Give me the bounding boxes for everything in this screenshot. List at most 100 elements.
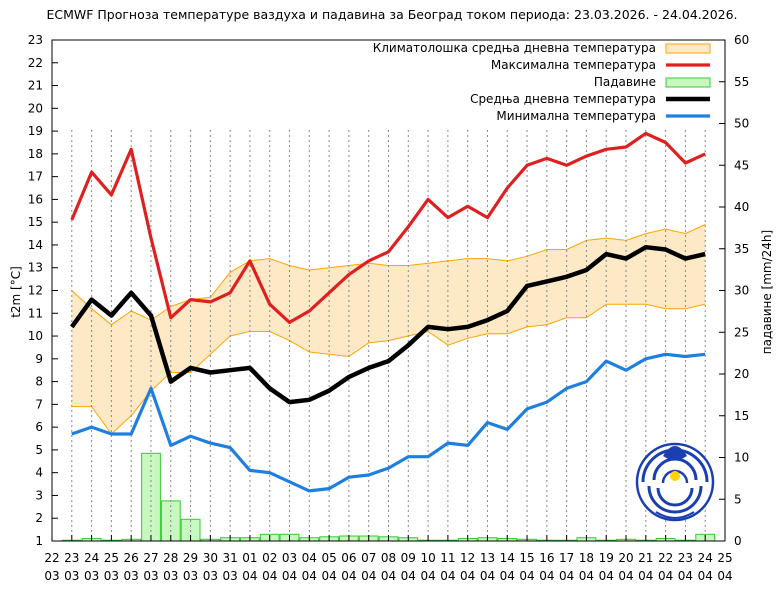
x-tick-label-month: 04 (519, 569, 534, 583)
x-tick-label-day: 16 (539, 551, 554, 565)
x-tick-label-day: 26 (124, 551, 139, 565)
x-tick-label-day: 08 (381, 551, 396, 565)
y-tick-label: 4 (35, 466, 43, 480)
y-tick-label: 18 (28, 147, 43, 161)
x-tick-label-day: 23 (64, 551, 79, 565)
grid-layer (71, 130, 706, 541)
x-tick-label-day: 10 (420, 551, 435, 565)
x-tick-label-month: 03 (183, 569, 198, 583)
y2-tick-label: 55 (734, 75, 749, 89)
x-tick-label-month: 03 (124, 569, 139, 583)
x-tick-label-month: 03 (44, 569, 59, 583)
y2-tick-label: 40 (734, 200, 749, 214)
x-tick-label-month: 03 (143, 569, 158, 583)
y-tick-label: 11 (28, 306, 43, 320)
x-tick-label-month: 04 (539, 569, 554, 583)
y-tick-label: 22 (28, 56, 43, 70)
x-tick-label-month: 04 (480, 569, 495, 583)
series-line (70, 131, 706, 324)
x-tick-label-month: 04 (242, 569, 257, 583)
y2-tick-label: 0 (734, 534, 742, 548)
x-tick-label-day: 18 (579, 551, 594, 565)
y-tick-label: 15 (28, 215, 43, 229)
x-tick-label-month: 03 (104, 569, 119, 583)
y2-tick-label: 50 (734, 117, 749, 131)
x-tick-label-day: 29 (183, 551, 198, 565)
rhmz-logo (635, 442, 715, 522)
x-tick-label-day: 04 (302, 551, 317, 565)
y2-tick-label: 25 (734, 325, 749, 339)
x-tick-label-day: 24 (698, 551, 713, 565)
x-tick-label-day: 09 (401, 551, 416, 565)
x-tick-label-month: 04 (638, 569, 653, 583)
legend-label: Средња дневна температура (470, 92, 656, 106)
y2-tick-label: 35 (734, 242, 749, 256)
axes-frame-layer (51, 39, 726, 542)
y-tick-label: 14 (28, 238, 43, 252)
series-line (71, 352, 706, 493)
tick-labels-layer: 1234567891011121314151617181920212223051… (28, 33, 750, 583)
x-tick-label-month: 03 (203, 569, 218, 583)
x-tick-label-day: 24 (84, 551, 99, 565)
series-lines-layer (69, 131, 706, 493)
y-tick-label: 19 (28, 124, 43, 138)
x-tick-label-day: 20 (618, 551, 633, 565)
x-tick-label-day: 19 (599, 551, 614, 565)
y-tick-label: 1 (35, 534, 43, 548)
y-tick-label: 7 (35, 397, 43, 411)
x-tick-label-day: 23 (678, 551, 693, 565)
y2-tick-label: 15 (734, 409, 749, 423)
y2-tick-label: 20 (734, 367, 749, 381)
x-tick-label-month: 04 (361, 569, 376, 583)
y-tick-label: 3 (35, 488, 43, 502)
x-tick-label-day: 11 (440, 551, 455, 565)
x-tick-label-day: 30 (203, 551, 218, 565)
x-tick-label-day: 21 (638, 551, 653, 565)
x-tick-label-day: 07 (361, 551, 376, 565)
x-tick-label-day: 28 (163, 551, 178, 565)
x-tick-label-month: 04 (341, 569, 356, 583)
legend-label: Минимална температура (496, 109, 656, 123)
y-tick-label: 20 (28, 101, 43, 115)
chart-title: ECMWF Прогноза температуре ваздуха и пад… (46, 7, 737, 22)
x-tick-label-month: 04 (500, 569, 515, 583)
y-tick-label: 13 (28, 261, 43, 275)
x-tick-label-month: 04 (717, 569, 732, 583)
x-tick-label-day: 14 (500, 551, 515, 565)
legend-label: Падавине (594, 75, 656, 89)
legend: Климатолошка средња дневна температура Ма… (373, 41, 711, 123)
y2-tick-label: 30 (734, 284, 749, 298)
x-tick-label-month: 04 (678, 569, 693, 583)
y-tick-label: 10 (28, 329, 43, 343)
y2-tick-label: 10 (734, 451, 749, 465)
x-tick-label-day: 13 (480, 551, 495, 565)
y2-tick-label: 5 (734, 492, 742, 506)
x-tick-label-month: 04 (420, 569, 435, 583)
y-tick-label: 8 (35, 375, 43, 389)
x-tick-label-day: 27 (143, 551, 158, 565)
x-tick-label-day: 03 (282, 551, 297, 565)
x-tick-label-month: 04 (559, 569, 574, 583)
x-tick-label-month: 04 (302, 569, 317, 583)
y-tick-label: 2 (35, 511, 43, 525)
x-tick-label-month: 03 (64, 569, 79, 583)
x-tick-label-month: 04 (698, 569, 713, 583)
x-tick-label-day: 12 (460, 551, 475, 565)
x-tick-label-day: 22 (44, 551, 59, 565)
y-tick-label: 9 (35, 352, 43, 366)
x-tick-label-day: 01 (242, 551, 257, 565)
x-tick-label-month: 04 (579, 569, 594, 583)
x-tick-label-month: 04 (321, 569, 336, 583)
x-tick-label-month: 04 (440, 569, 455, 583)
y-tick-label: 17 (28, 170, 43, 184)
y-tick-label: 6 (35, 420, 43, 434)
y-tick-label: 23 (28, 33, 43, 47)
legend-swatch-climatology (665, 43, 711, 54)
legend-label: Климатолошка средња дневна температура (373, 41, 656, 55)
y-tick-label: 12 (28, 284, 43, 298)
x-tick-label-day: 25 (717, 551, 732, 565)
x-tick-label-day: 15 (519, 551, 534, 565)
x-tick-label-day: 02 (262, 551, 277, 565)
